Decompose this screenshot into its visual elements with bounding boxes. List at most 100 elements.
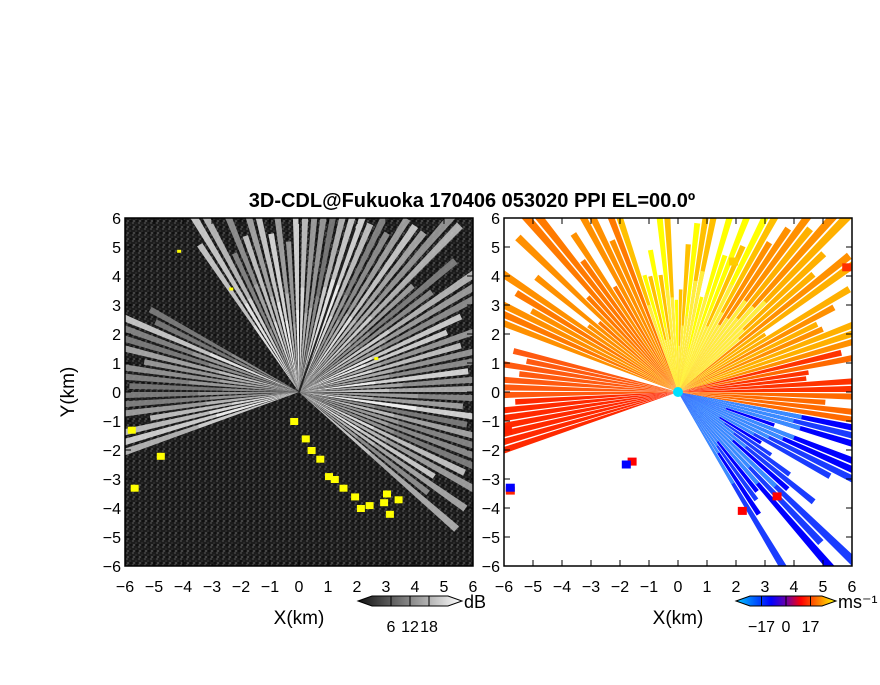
velocity-ray (609, 239, 678, 392)
velocity-core (678, 315, 688, 392)
velocity-core (678, 392, 770, 439)
x-tick-label: 0 (295, 579, 304, 596)
x-tick-label: −3 (582, 579, 600, 596)
velocity-cell (504, 425, 512, 434)
echo-core (209, 392, 299, 415)
colorbar-tick-label: 18 (420, 619, 438, 636)
velocity-ray (515, 234, 678, 392)
echo-core (209, 392, 299, 400)
echo-core (299, 388, 390, 392)
y-tick-label: −6 (103, 559, 121, 576)
velocity-ray (656, 218, 678, 392)
radar-site-marker (673, 387, 683, 397)
velocity-core (678, 392, 795, 440)
colorbar-unit-ms: ms⁻¹ (838, 592, 878, 612)
y-tick-label: 6 (491, 211, 500, 228)
echo-core (208, 362, 299, 392)
yellow-echo-cell (229, 287, 234, 291)
velocity-core (678, 392, 784, 441)
echo-core (299, 339, 386, 392)
x-tick-label: −1 (640, 579, 658, 596)
echo-ray (299, 218, 356, 392)
velocity-ray (504, 301, 678, 392)
velocity-core (678, 392, 720, 419)
velocity-echo (504, 218, 852, 566)
velocity-cell (729, 257, 739, 266)
velocity-core (662, 339, 678, 392)
echo-core (299, 392, 358, 439)
velocity-ray (504, 392, 678, 438)
echo-core (299, 363, 366, 392)
velocity-ray (674, 299, 678, 392)
yellow-echo-cell (394, 496, 403, 504)
reflectivity-colorbar: 6 12 18 dB (356, 592, 486, 636)
echo-core (299, 368, 394, 392)
echo-ray (299, 392, 473, 493)
echo-core (218, 370, 299, 392)
velocity-ray (512, 348, 678, 392)
velocity-ray (514, 290, 678, 392)
velocity-core (678, 392, 727, 410)
yellow-echo-cell (380, 499, 389, 507)
y-tick-label: −2 (482, 443, 500, 460)
velocity-core (678, 392, 719, 447)
echo-core (253, 283, 299, 392)
yellow-echo-cell (339, 484, 348, 492)
velocity-ray (504, 376, 678, 392)
velocity-ray (678, 392, 852, 415)
x-tick-label: 0 (674, 579, 683, 596)
echo-core (296, 310, 299, 392)
y-tick-label: −4 (103, 501, 121, 518)
echo-ray (274, 218, 299, 392)
velocity-ray (678, 385, 852, 392)
y-tick-label: 3 (112, 298, 121, 315)
left-panel: −6 −5 −4 −3 −2 −1 0 1 2 3 4 5 6 6 5 4 3 2 1 0 −1 −2 −3 −4 −5−6 … (58, 211, 478, 629)
echo-ray (299, 218, 346, 392)
velocity-ray (678, 354, 852, 392)
velocity-ray (678, 304, 836, 392)
velocity-ray (570, 232, 678, 392)
right-y-ticks: 6 5 4 3 2 1 0 −1 −2 −3 −4 −5 −6 (482, 211, 852, 576)
yellow-echo-cell (301, 435, 310, 443)
x-tick-label: −5 (145, 579, 163, 596)
velocity-ray (504, 361, 678, 392)
y-tick-label: 4 (112, 269, 121, 286)
echo-core (233, 359, 299, 392)
velocity-core (678, 311, 724, 392)
velocity-core (678, 392, 751, 469)
yellow-echo-cell (325, 473, 333, 481)
velocity-ray (504, 392, 678, 399)
echo-ray (299, 348, 473, 392)
yellow-echo-cell (307, 447, 316, 454)
velocity-ray (616, 218, 678, 392)
echo-ray (299, 385, 473, 392)
x-tick-label: 2 (353, 579, 362, 596)
right-panel: −6 −5 −4 −3 −2 −1 0 1 2 3 4 5 6 6 5 4 3 2 1 0 −1 −2 −3 −4 −5−6 … (482, 211, 857, 629)
y-tick-label: 5 (112, 240, 121, 257)
velocity-ray (678, 392, 826, 405)
velocity-ray (579, 218, 678, 392)
y-tick-label: 0 (112, 385, 121, 402)
velocity-ray (678, 370, 809, 392)
x-tick-label: 1 (703, 579, 712, 596)
yellow-echo-cell (290, 418, 299, 425)
echo-ray (299, 328, 473, 392)
velocity-core (665, 289, 678, 392)
echo-core (299, 296, 320, 392)
echo-core (299, 392, 419, 399)
velocity-ray (587, 324, 678, 392)
yellow-echo-cell (156, 452, 165, 460)
echo-core (231, 353, 299, 392)
velocity-ray (607, 218, 678, 392)
x-tick-label: −4 (174, 579, 192, 596)
velocity-core (678, 328, 745, 392)
x-tick-label: −1 (261, 579, 279, 596)
colorbar-unit-db: dB (464, 592, 486, 612)
echo-ray (299, 392, 473, 402)
x-tick-label: −2 (611, 579, 629, 596)
velocity-ray (598, 320, 678, 392)
y-tick-label: 2 (491, 327, 500, 344)
echo-core (299, 374, 390, 392)
echo-core (299, 307, 313, 392)
velocity-core (678, 392, 778, 488)
